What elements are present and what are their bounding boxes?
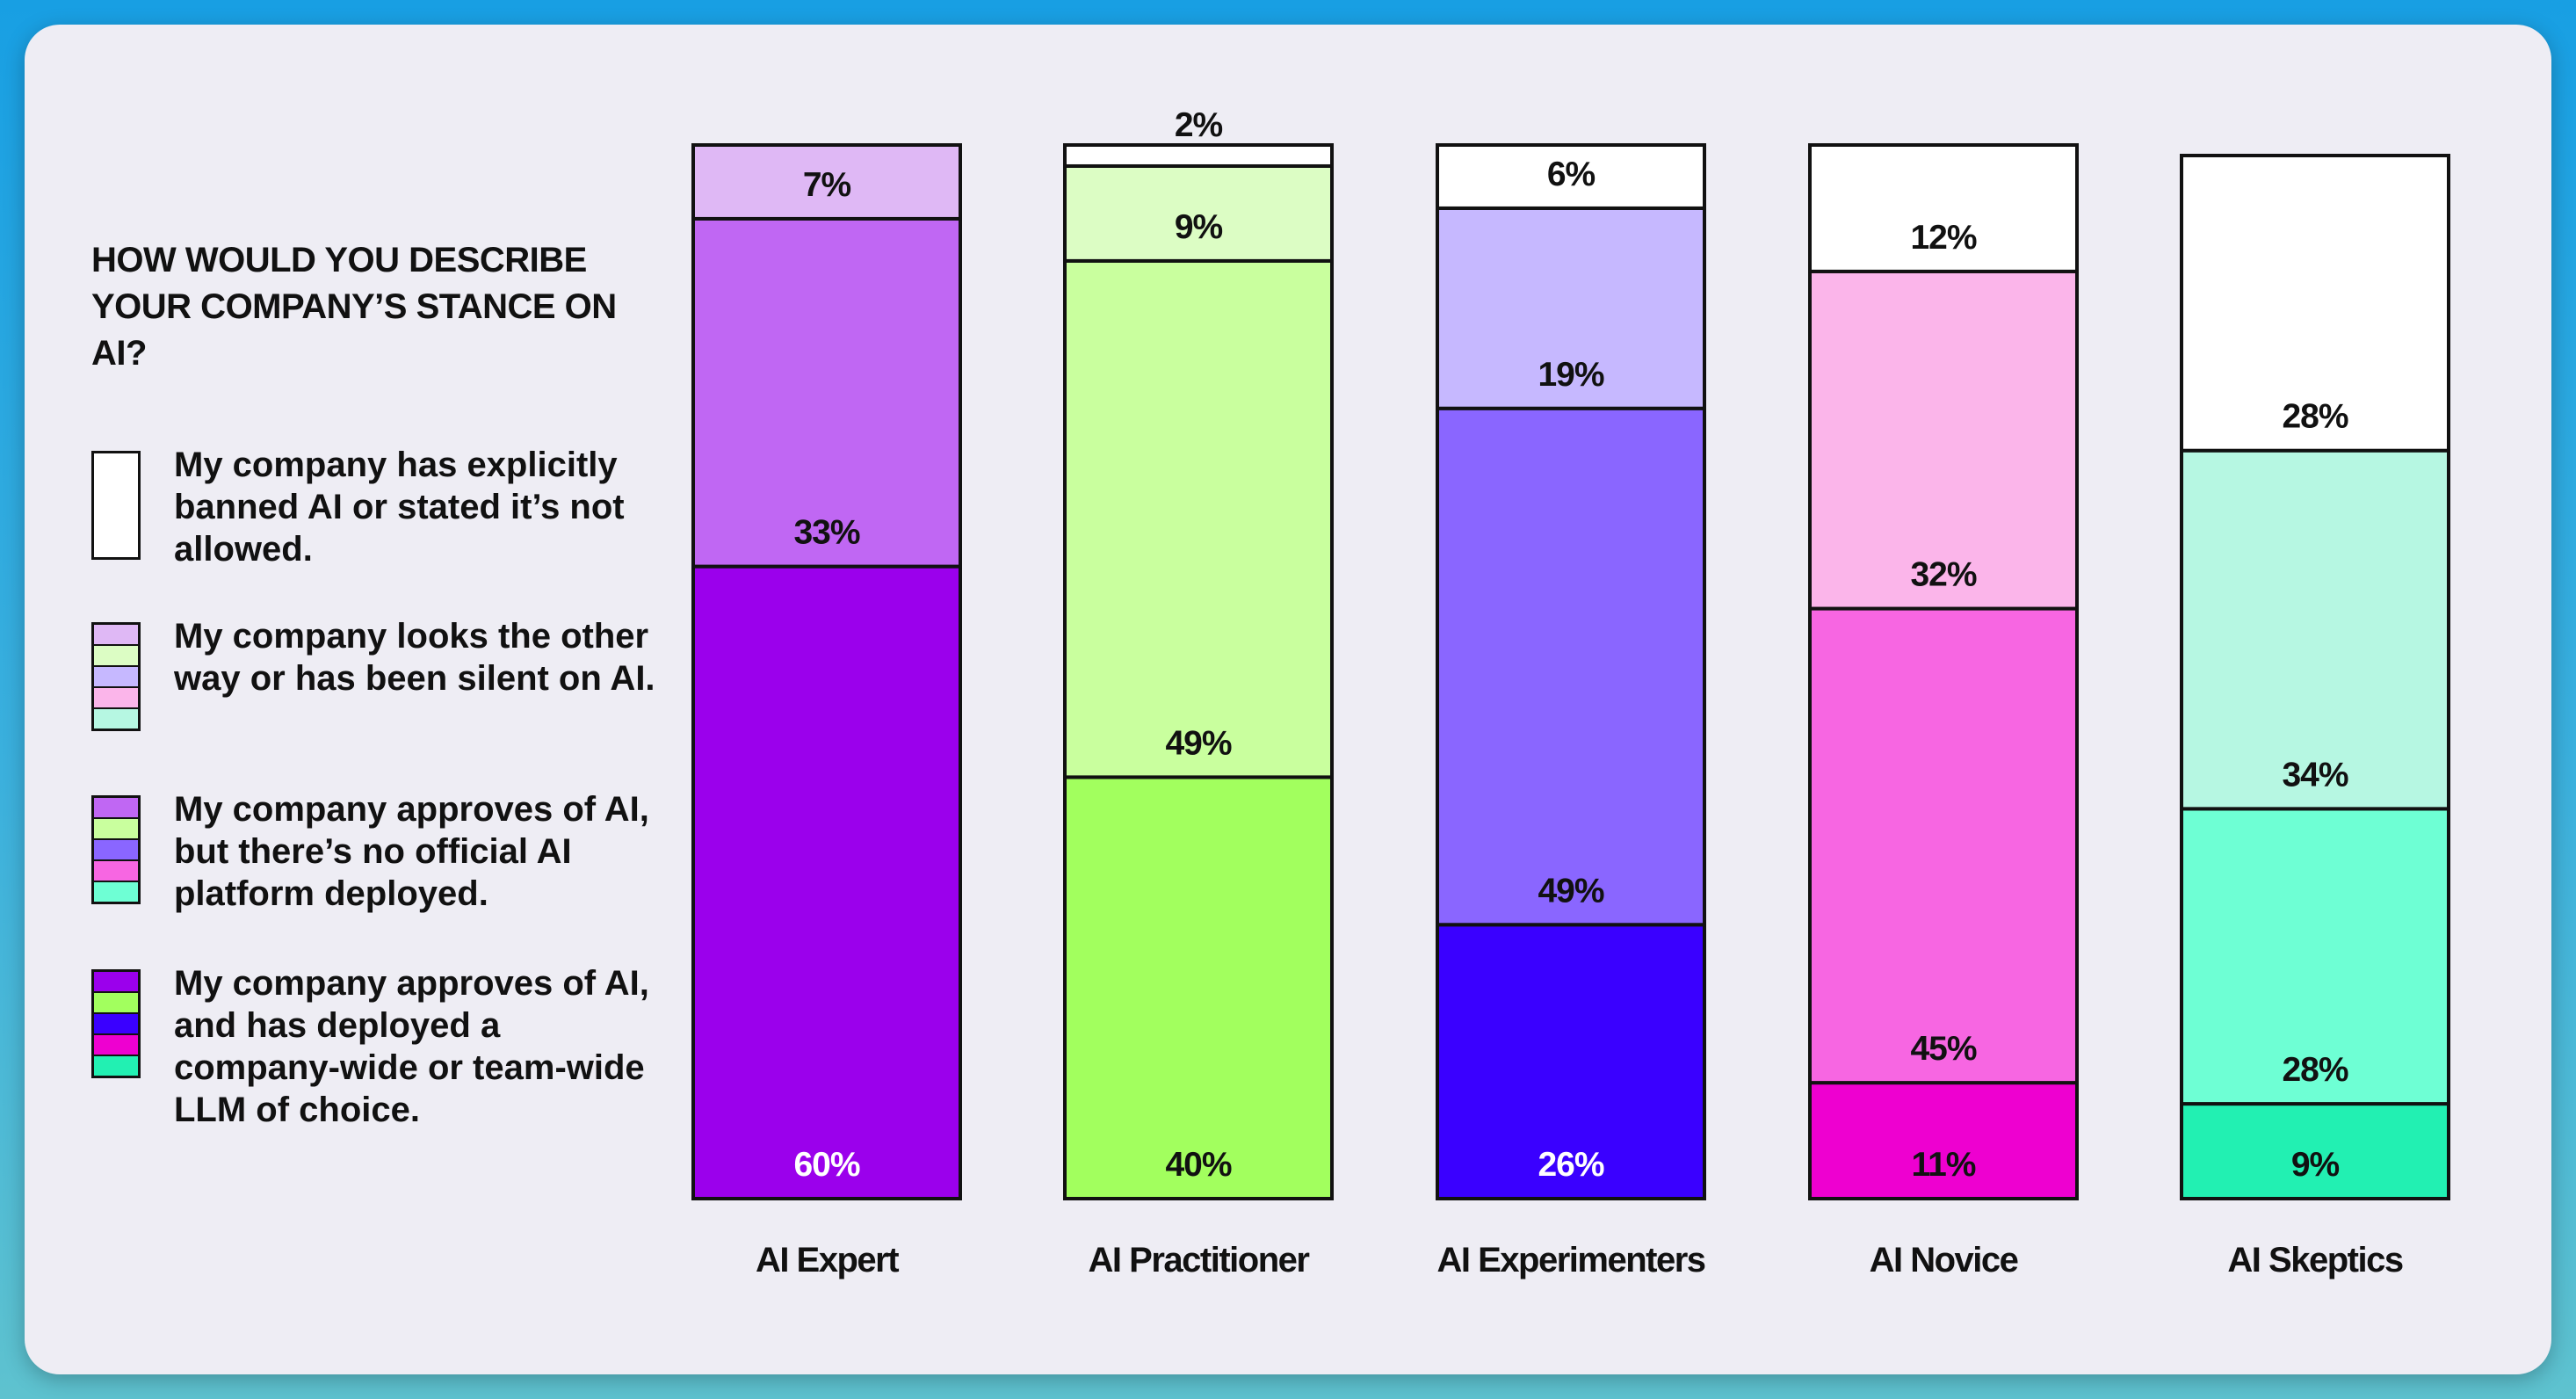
data-label: 49%: [1165, 724, 1231, 762]
data-label: 40%: [1165, 1146, 1231, 1184]
data-label: 9%: [2291, 1146, 2340, 1184]
bar-segment: [2180, 448, 2450, 811]
category-label: AI Expert: [756, 1241, 899, 1279]
data-label: 34%: [2282, 756, 2348, 794]
data-label: 7%: [803, 166, 851, 204]
bar-segment: [1063, 143, 1334, 168]
bar-segment: [1808, 606, 2079, 1085]
legend-swatch-color: [94, 972, 138, 993]
bar-segment: [691, 216, 962, 569]
data-label: 28%: [2282, 1051, 2348, 1089]
data-label: 9%: [1175, 208, 1223, 246]
bar-segment: [1436, 923, 1706, 1200]
bar-segment: [2180, 1102, 2450, 1200]
bar-segment: [2180, 153, 2450, 453]
legend-title: HOW WOULD YOU DESCRIBE YOUR COMPANY’S ST…: [91, 241, 617, 373]
category-label: AI Experimenters: [1436, 1241, 1704, 1279]
bar-segment: [691, 143, 962, 221]
category-label: AI Practitioner: [1089, 1241, 1310, 1279]
data-label: 26%: [1538, 1146, 1603, 1184]
legend-label: My company looks the other way or has be…: [174, 617, 655, 698]
legend-label: My company has explicitly banned AI or s…: [174, 446, 625, 569]
data-label: 11%: [1912, 1146, 1976, 1184]
legend-swatch-color: [94, 882, 138, 902]
legend-swatch-color: [94, 840, 138, 861]
legend-swatch: [91, 795, 141, 904]
legend-swatch-color: [94, 667, 138, 688]
legend-swatch-color: [94, 1035, 138, 1056]
legend-swatch-color: [94, 798, 138, 819]
legend-swatch: [91, 622, 141, 731]
data-label: 49%: [1538, 872, 1603, 910]
data-label: 28%: [2282, 398, 2348, 436]
legend-swatch-color: [94, 646, 138, 667]
category-label: AI Novice: [1870, 1241, 2018, 1279]
legend-swatch-color: [94, 819, 138, 840]
legend-label: My company approves of AI, but there’s n…: [174, 790, 649, 913]
data-label: 45%: [1910, 1030, 1976, 1068]
bar-segment: [1436, 143, 1706, 210]
legend-swatch-color: [94, 1014, 138, 1035]
bar-segment: [691, 564, 962, 1200]
data-label: 2%: [1175, 106, 1223, 144]
data-label: 6%: [1547, 156, 1596, 193]
bar-segment: [1808, 269, 2079, 611]
legend-swatch-color: [94, 709, 138, 728]
bar-segment: [1436, 406, 1706, 927]
legend-swatch-color: [94, 625, 138, 646]
legend-label: My company approves of AI, and has deplo…: [174, 964, 649, 1129]
bar-segment: [1063, 258, 1334, 779]
legend-swatch: [91, 969, 141, 1078]
data-label: 32%: [1910, 556, 1976, 594]
bar-segment: [1808, 143, 2079, 273]
data-label: 12%: [1910, 219, 1976, 257]
data-label: 33%: [793, 514, 859, 552]
data-label: 60%: [793, 1146, 859, 1184]
bar-segment: [1808, 1081, 2079, 1200]
legend-swatch-color: [94, 688, 138, 709]
legend-swatch-color: [94, 453, 138, 557]
legend-swatch-color: [94, 861, 138, 882]
bar-segment: [1063, 163, 1334, 263]
category-label: AI Skeptics: [2227, 1241, 2402, 1279]
legend-swatch: [91, 451, 141, 560]
legend-swatch-color: [94, 1056, 138, 1076]
bar-segment: [1063, 775, 1334, 1201]
legend-swatch-color: [94, 993, 138, 1014]
data-label: 19%: [1538, 356, 1603, 394]
